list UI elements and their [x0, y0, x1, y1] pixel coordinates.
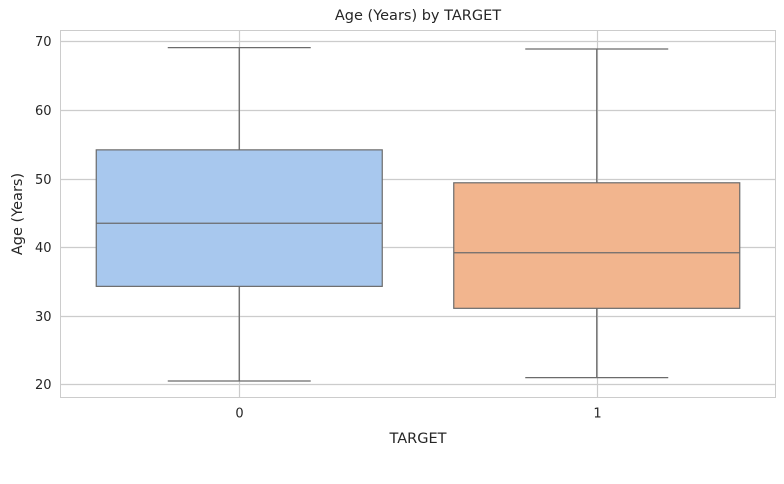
- box-1: [453, 48, 741, 379]
- box-0: [95, 46, 383, 382]
- chart-title: Age (Years) by TARGET: [335, 8, 501, 24]
- x-axis-title: TARGET: [389, 431, 447, 447]
- tick-labels: 20 30 40 50 60 70 0 1: [35, 35, 602, 422]
- y-tick-label: 60: [35, 104, 52, 119]
- box-series: [95, 46, 741, 382]
- y-tick-label: 70: [35, 35, 52, 50]
- y-tick-label: 50: [35, 173, 52, 188]
- iqr-box: [453, 182, 741, 309]
- y-axis-title: Age (Years): [10, 173, 26, 255]
- plot-frame: [60, 30, 776, 398]
- y-tick-label: 20: [35, 378, 52, 393]
- y-tick-label: 40: [35, 241, 52, 256]
- y-tick-label: 30: [35, 310, 52, 325]
- iqr-box: [95, 149, 383, 287]
- x-tick-label: 1: [593, 407, 601, 422]
- x-tick-label: 0: [235, 407, 243, 422]
